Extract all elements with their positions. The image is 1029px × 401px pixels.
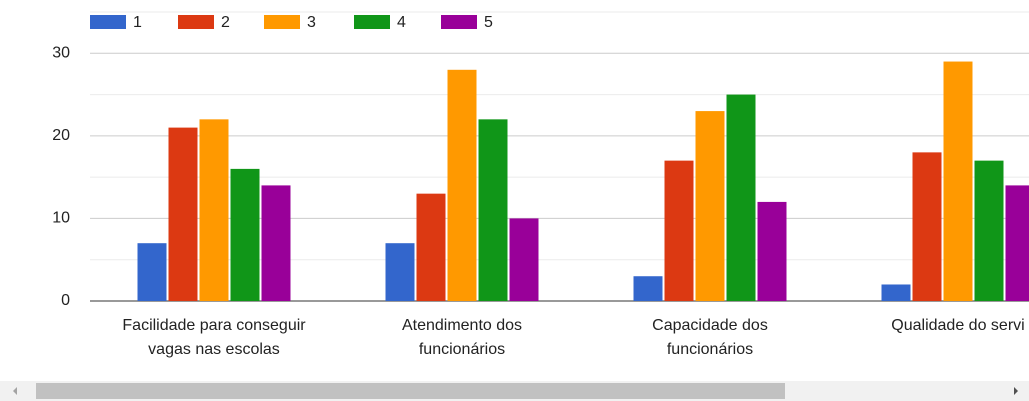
legend-label: 2 bbox=[221, 14, 230, 31]
bar bbox=[1005, 185, 1029, 301]
legend-swatch bbox=[354, 15, 390, 29]
bar bbox=[478, 119, 508, 301]
legend-label: 4 bbox=[397, 14, 406, 31]
y-tick-label: 0 bbox=[61, 292, 70, 309]
x-tick-label: Facilidade para conseguir bbox=[122, 317, 306, 334]
bar bbox=[912, 152, 942, 301]
legend-swatch bbox=[441, 15, 477, 29]
bar bbox=[385, 243, 415, 301]
bar bbox=[416, 193, 446, 301]
x-tick-label: vagas nas escolas bbox=[148, 341, 280, 358]
bar bbox=[137, 243, 167, 301]
bar bbox=[199, 119, 229, 301]
bar bbox=[726, 94, 756, 301]
legend-label: 5 bbox=[484, 14, 493, 31]
bar bbox=[633, 276, 663, 301]
y-tick-label: 30 bbox=[52, 45, 70, 62]
bar bbox=[881, 284, 911, 301]
x-tick-label: funcionários bbox=[667, 341, 753, 358]
bar bbox=[168, 127, 198, 301]
legend-label: 3 bbox=[307, 14, 316, 31]
legend-swatch bbox=[90, 15, 126, 29]
y-tick-label: 20 bbox=[52, 127, 70, 144]
bar bbox=[695, 111, 725, 301]
y-tick-label: 10 bbox=[52, 210, 70, 227]
bar bbox=[447, 69, 477, 301]
x-tick-label: Atendimento dos bbox=[402, 317, 522, 334]
scrollbar-thumb[interactable] bbox=[36, 383, 785, 399]
bar bbox=[664, 160, 694, 301]
bar bbox=[261, 185, 291, 301]
legend-label: 1 bbox=[133, 14, 142, 31]
bar bbox=[974, 160, 1004, 301]
legend-swatch bbox=[264, 15, 300, 29]
scroll-left-arrow[interactable] bbox=[13, 387, 17, 395]
x-tick-label: funcionários bbox=[419, 341, 505, 358]
bar bbox=[943, 61, 973, 301]
scroll-right-arrow[interactable] bbox=[1014, 387, 1018, 395]
x-tick-label: Capacidade dos bbox=[652, 317, 768, 334]
x-tick-label: Qualidade do servi bbox=[891, 317, 1024, 334]
bar bbox=[230, 168, 260, 301]
bar bbox=[509, 218, 539, 301]
bar bbox=[757, 201, 787, 301]
legend-swatch bbox=[178, 15, 214, 29]
